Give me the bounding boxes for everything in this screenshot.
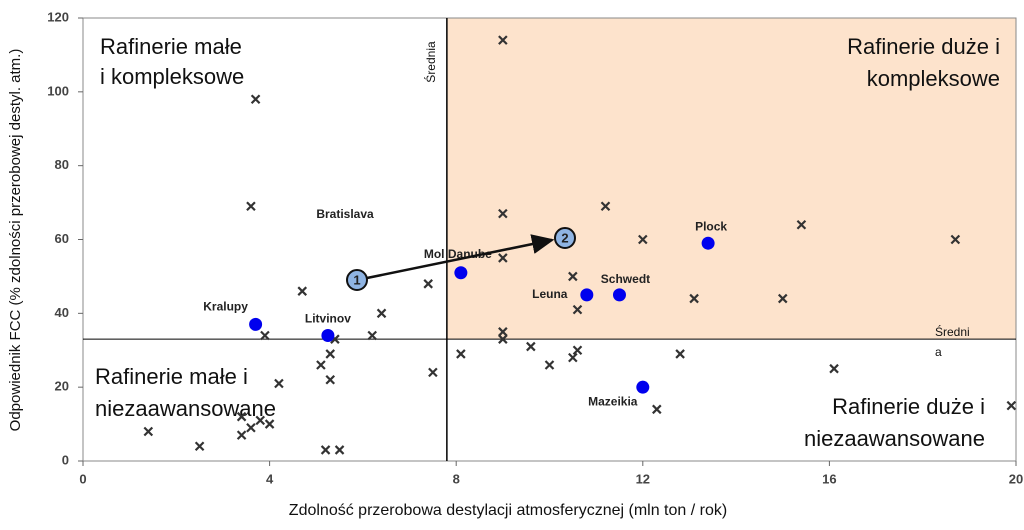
point [829,363,839,374]
y-tick-label: 80 [55,157,69,172]
point [1006,400,1017,411]
point [454,266,468,280]
point [325,375,336,385]
step-label: 2 [561,230,568,245]
point [264,419,275,429]
point [423,279,433,289]
y-tick-label: 60 [55,231,69,246]
point [376,308,387,319]
mean-y-label: Średni [935,324,970,339]
x-tick-label: 4 [266,471,274,486]
x-axis-label: Zdolność przerobowa destylacji atmosfery… [289,502,727,519]
mean-y-label: a [935,345,942,359]
point [652,404,662,415]
point [456,349,466,359]
point [498,35,508,45]
point [612,288,626,302]
point [255,415,266,426]
point [498,334,508,344]
highlight-quadrant [446,18,1016,340]
point-label: Kralupy [203,300,248,314]
point-label: Litvinov [305,312,351,326]
quadrant-label: niezaawansowane [95,396,276,421]
point [796,219,807,230]
point [568,271,578,282]
mean-x-label: Średnia [423,41,438,83]
point [260,330,270,341]
quadrant-label: i kompleksowe [100,64,244,89]
point [334,445,345,455]
point [572,345,583,356]
point [572,304,583,315]
point [236,411,247,422]
y-axis-label: Odpowiednik FCC (% zdolności przerobowej… [7,49,24,432]
quadrant-label: Rafinerie małe i [95,364,248,389]
point [321,328,335,342]
quadrant-label: kompleksowe [867,66,1000,91]
y-tick-label: 20 [55,379,69,394]
point [246,201,256,212]
x-tick-label: 12 [636,471,650,486]
x-tick-label: 8 [453,471,460,486]
point-label: Schwedt [601,272,650,286]
point [367,330,378,341]
point-label: Mazeikia [588,394,638,408]
point-label: Leuna [532,287,568,301]
point [568,352,578,363]
point [246,422,256,433]
quadrant-label: Rafinerie małe [100,34,242,59]
plot-background [82,17,1017,462]
y-tick-label: 40 [55,305,69,320]
step-badge [346,269,368,291]
point [428,367,438,378]
step-badge [554,227,576,249]
x-tick-label: 20 [1009,471,1023,486]
point [498,253,508,263]
point [194,441,205,452]
point [320,445,331,455]
point [498,327,508,337]
arrow [366,234,555,280]
point [600,201,611,212]
annotation: Bratislava [316,207,374,221]
point [325,349,336,359]
point [950,234,961,245]
point [580,288,594,302]
step-label: 1 [353,272,360,287]
point [498,208,508,219]
quadrant-label: niezaawansowane [804,426,985,451]
point [249,317,263,331]
x-tick-label: 0 [79,471,86,486]
point-label: Mol Danube [424,247,492,261]
point [689,293,699,304]
point-label: Plock [695,219,727,233]
point [636,380,650,394]
y-tick-label: 100 [47,83,69,98]
point [274,378,284,389]
point [638,234,648,245]
point [675,349,685,359]
quadrant-label: Rafinerie duże i [847,34,1000,59]
point [143,426,154,437]
point [316,360,326,370]
point [250,94,261,104]
point [297,286,308,296]
y-tick-label: 0 [62,452,69,467]
quadrant-label: Rafinerie duże i [832,394,985,419]
point [544,360,555,370]
point [236,430,247,440]
point [526,341,536,352]
point [777,293,788,304]
x-tick-label: 16 [822,471,836,486]
y-tick-label: 120 [47,9,69,24]
point [701,236,715,250]
